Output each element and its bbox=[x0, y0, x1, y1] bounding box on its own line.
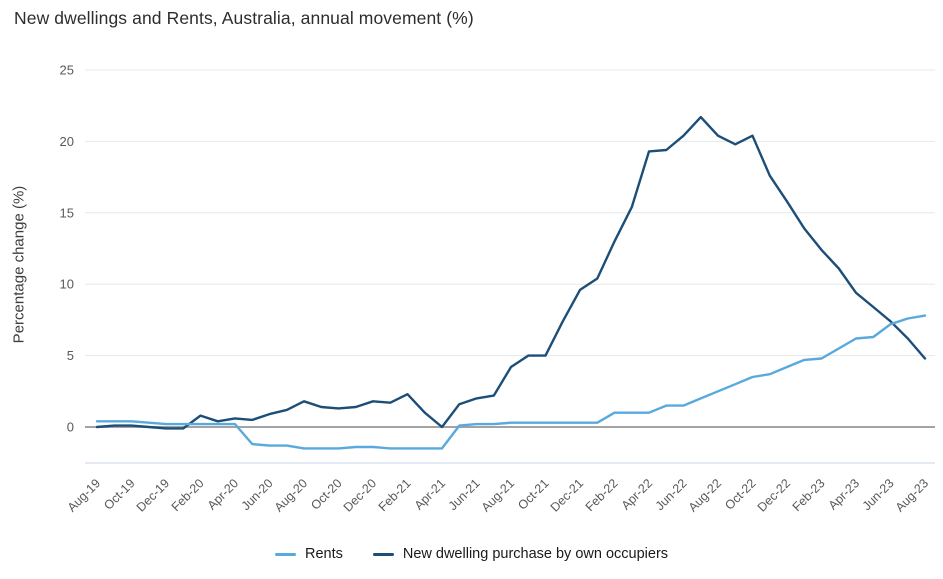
x-tick-label: Jun-22 bbox=[653, 476, 690, 513]
x-tick-label: Feb-23 bbox=[790, 476, 828, 514]
x-tick-label: Dec-20 bbox=[341, 476, 379, 514]
chart-title: New dwellings and Rents, Australia, annu… bbox=[14, 8, 474, 28]
rents-legend-dash-icon bbox=[274, 552, 296, 556]
legend-label-rents: Rents bbox=[304, 546, 343, 562]
legend-item-rents[interactable]: Rents bbox=[274, 546, 343, 562]
x-tick-label: Apr-22 bbox=[619, 476, 655, 512]
x-tick-label: Jun-20 bbox=[239, 476, 276, 513]
legend: Rents New dwelling purchase by own occup… bbox=[0, 546, 943, 562]
legend-item-new-dwellings[interactable]: New dwelling purchase by own occupiers bbox=[372, 546, 669, 562]
x-tick-label: Dec-22 bbox=[755, 476, 793, 514]
x-tick-label: Aug-19 bbox=[65, 476, 103, 514]
x-tick-label: Apr-20 bbox=[205, 476, 241, 512]
x-tick-label: Feb-21 bbox=[376, 476, 414, 514]
x-tick-label: Aug-21 bbox=[479, 476, 517, 514]
x-tick-label: Feb-20 bbox=[169, 476, 207, 514]
y-tick-label: 25 bbox=[60, 63, 74, 78]
y-tick-label: 15 bbox=[60, 205, 74, 220]
legend-label-new-dwellings: New dwelling purchase by own occupiers bbox=[402, 546, 669, 562]
x-tick-label: Oct-20 bbox=[308, 476, 344, 512]
x-tick-label: Jun-23 bbox=[860, 476, 897, 513]
y-tick-label: 0 bbox=[67, 420, 74, 435]
new-dwellings-line bbox=[95, 115, 927, 430]
x-tick-label: Oct-21 bbox=[515, 476, 551, 512]
x-tick-label: Aug-22 bbox=[686, 476, 724, 514]
x-tick-label: Oct-19 bbox=[101, 476, 137, 512]
x-tick-label: Feb-22 bbox=[583, 476, 621, 514]
x-tick-label: Dec-21 bbox=[548, 476, 586, 514]
x-tick-label: Jun-21 bbox=[446, 476, 483, 513]
x-tick-label: Aug-23 bbox=[893, 476, 931, 514]
x-tick-label: Oct-22 bbox=[722, 476, 758, 512]
y-tick-label: 5 bbox=[67, 348, 74, 363]
x-tick-label: Apr-21 bbox=[412, 476, 448, 512]
x-tick-label: Apr-23 bbox=[826, 476, 862, 512]
y-tick-label: 20 bbox=[60, 134, 74, 149]
rents-line bbox=[95, 314, 927, 450]
y-tick-label: 10 bbox=[60, 277, 74, 292]
chart-plot: 25 20 15 10 5 0 Aug-19Oct-19Dec-19Feb-20Apr-20… bbox=[60, 63, 935, 515]
new-dwellings-legend-dash-icon bbox=[372, 552, 394, 556]
x-tick-label: Dec-19 bbox=[134, 476, 172, 514]
x-tick-label: Aug-20 bbox=[272, 476, 310, 514]
